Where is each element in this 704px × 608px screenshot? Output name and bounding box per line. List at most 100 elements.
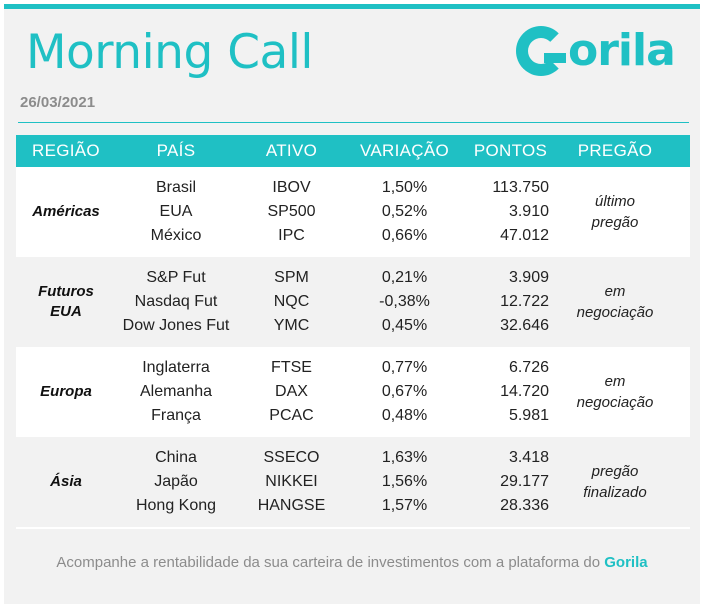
pregao-line: último [594,193,635,210]
footer-brand-link[interactable]: Gorila [604,554,648,571]
variation-list: 0,77% 0,67% 0,48% [347,356,462,428]
region-label-line: Futuros [38,283,94,300]
points-list: 3.418 29.177 28.336 [462,446,559,518]
points-cell: 3.910 [508,203,549,220]
points-cell: 3.418 [508,449,549,466]
asset-cell: FTSE [271,359,312,376]
points-cell: 6.726 [508,359,549,376]
table-header: REGIÃO PAÍS ATIVO VARIAÇÃO PONTOS PREGÃO [16,135,690,167]
variation-cell: 0,67% [381,383,428,400]
asset-cell: SSECO [263,449,320,466]
column-header-pais: PAÍS [156,141,196,160]
variation-cell: 0,21% [381,269,428,286]
variation-cell: 0,48% [381,407,428,424]
asset-cell: SP500 [267,203,316,220]
country-cell: S&P Fut [146,269,206,286]
page-title: Morning Call [26,25,313,80]
variation-cell: 1,57% [381,497,428,514]
column-header-pontos: PONTOS [473,141,548,160]
variation-cell: 1,50% [381,179,428,196]
points-cell: 29.177 [500,473,549,490]
variation-cell: -0,38% [379,293,430,310]
logo-g-icon [516,26,566,76]
asset-cell: SPM [274,269,309,286]
pregao-line: pregão [591,214,639,231]
points-list: 113.750 3.910 47.012 [462,176,559,248]
points-cell: 47.012 [500,227,549,244]
variation-list: 0,21% -0,38% 0,45% [347,266,462,338]
region-label-line: EUA [50,303,82,320]
country-cell: EUA [159,203,193,220]
pregao-status: pregão finalizado [559,461,671,503]
country-cell: Inglaterra [142,359,210,376]
points-list: 6.726 14.720 5.981 [462,356,559,428]
country-cell: Dow Jones Fut [122,317,230,334]
country-list: Inglaterra Alemanha França [116,356,236,428]
variation-list: 1,63% 1,56% 1,57% [347,446,462,518]
region-label: Ásia [50,473,82,490]
logo-wordmark: orila [568,25,676,76]
footer: Acompanhe a rentabilidade da sua carteir… [4,554,700,571]
points-cell: 113.750 [492,179,549,196]
points-cell: 3.909 [508,269,549,286]
pregao-status: em negociação [559,371,671,413]
variation-cell: 0,52% [381,203,428,220]
divider [18,122,689,123]
variation-cell: 0,45% [381,317,428,334]
region-label: Américas [32,203,100,220]
points-cell: 32.646 [500,317,549,334]
points-cell: 28.336 [500,497,549,514]
points-cell: 14.720 [500,383,549,400]
pregao-line: pregão [591,463,639,480]
country-cell: França [151,407,201,424]
region-label: Futuros EUA [16,282,116,322]
asset-cell: NIKKEI [265,473,318,490]
asset-cell: IBOV [272,179,311,196]
country-list: S&P Fut Nasdaq Fut Dow Jones Fut [116,266,236,338]
pregao-line: negociação [576,304,654,321]
pregao-line: finalizado [583,484,647,501]
variation-cell: 0,66% [381,227,428,244]
pregao-line: em [604,283,626,300]
asset-cell: HANGSE [257,497,326,514]
asset-list: SSECO NIKKEI HANGSE [236,446,347,518]
pregao-line: em [604,373,626,390]
points-cell: 5.981 [508,407,549,424]
gorila-logo: orila [516,23,688,79]
asset-cell: NQC [273,293,310,310]
country-cell: Japão [154,473,198,490]
country-list: Brasil EUA México [116,176,236,248]
variation-list: 1,50% 0,52% 0,66% [347,176,462,248]
column-header-ativo: ATIVO [265,141,318,160]
asset-cell: IPC [278,227,305,244]
variation-cell: 1,63% [381,449,428,466]
pregao-status: último pregão [559,191,671,233]
variation-cell: 1,56% [381,473,428,490]
country-cell: México [150,227,202,244]
morning-call-card: Morning Call 26/03/2021 orila REGIÃO PAÍ… [4,4,700,604]
asset-cell: YMC [273,317,310,334]
country-cell: Nasdaq Fut [134,293,218,310]
country-list: China Japão Hong Kong [116,446,236,518]
region-group-futuros-eua: Futuros EUA S&P Fut Nasdaq Fut Dow Jones… [16,257,690,347]
country-cell: Brasil [155,179,196,196]
pregao-status: em negociação [559,281,671,323]
asset-list: IBOV SP500 IPC [236,176,347,248]
points-cell: 12.722 [500,293,549,310]
region-group-europa: Europa Inglaterra Alemanha França FTSE D… [16,347,690,437]
asset-cell: DAX [275,383,308,400]
asset-list: SPM NQC YMC [236,266,347,338]
footer-text: Acompanhe a rentabilidade da sua carteir… [56,554,605,571]
header: Morning Call 26/03/2021 orila [4,9,700,123]
points-list: 3.909 12.722 32.646 [462,266,559,338]
report-date: 26/03/2021 [20,94,96,111]
market-table: REGIÃO PAÍS ATIVO VARIAÇÃO PONTOS PREGÃO… [16,135,690,529]
country-cell: Alemanha [139,383,213,400]
region-group-asia: Ásia China Japão Hong Kong SSECO NIKKEI … [16,437,690,527]
column-header-regiao: REGIÃO [32,141,100,160]
column-header-variacao: VARIAÇÃO [360,141,449,160]
country-cell: Hong Kong [135,497,217,514]
pregao-line: negociação [576,394,654,411]
region-label: Europa [40,383,92,400]
asset-list: FTSE DAX PCAC [236,356,347,428]
